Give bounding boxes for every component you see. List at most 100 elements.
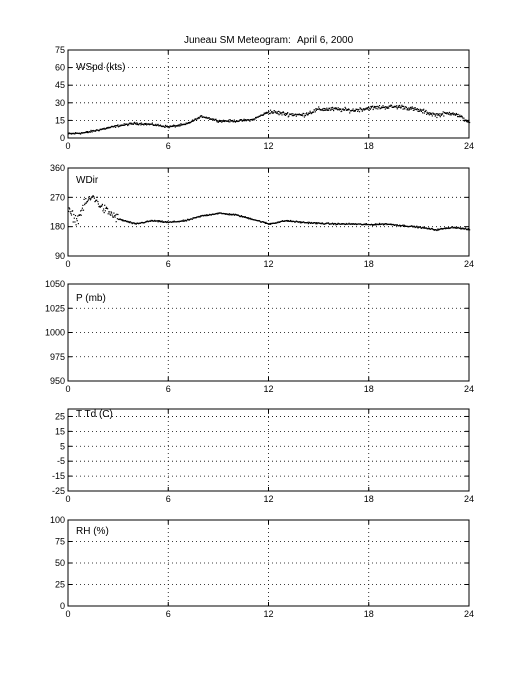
data-point bbox=[151, 122, 153, 124]
data-point bbox=[244, 119, 246, 121]
data-point bbox=[222, 120, 224, 122]
data-point bbox=[409, 108, 411, 110]
data-point bbox=[386, 106, 388, 108]
data-point bbox=[401, 105, 404, 107]
data-point bbox=[267, 111, 269, 113]
data-point bbox=[456, 114, 458, 116]
data-point bbox=[315, 109, 317, 111]
data-point bbox=[403, 107, 405, 109]
data-point bbox=[166, 125, 168, 127]
data-point bbox=[279, 111, 281, 113]
data-point bbox=[85, 198, 87, 200]
data-point bbox=[241, 215, 243, 217]
data-point bbox=[269, 223, 272, 225]
data-point bbox=[417, 110, 419, 112]
data-point bbox=[131, 123, 133, 125]
data-point bbox=[299, 221, 301, 223]
data-point bbox=[300, 114, 303, 116]
data-point bbox=[257, 116, 260, 118]
data-point bbox=[387, 107, 389, 109]
data-point bbox=[436, 229, 439, 231]
data-point bbox=[178, 124, 180, 126]
data-point bbox=[82, 209, 85, 211]
data-point bbox=[73, 133, 75, 135]
y-tick-label: 180 bbox=[50, 222, 65, 232]
data-point bbox=[365, 223, 367, 225]
x-tick-label: 6 bbox=[166, 259, 171, 269]
data-point bbox=[462, 119, 464, 121]
data-point bbox=[232, 119, 234, 122]
data-point bbox=[167, 126, 169, 128]
data-point bbox=[322, 108, 324, 110]
data-point bbox=[462, 227, 464, 229]
data-point bbox=[218, 119, 221, 121]
data-point bbox=[119, 125, 121, 127]
x-tick-label: 6 bbox=[166, 609, 171, 619]
data-point bbox=[378, 105, 381, 107]
data-point bbox=[83, 198, 85, 200]
data-point bbox=[269, 222, 271, 225]
data-point bbox=[215, 118, 217, 120]
data-point bbox=[228, 121, 230, 123]
data-point bbox=[403, 225, 405, 227]
y-tick-label: 30 bbox=[55, 98, 65, 108]
data-point bbox=[156, 220, 159, 222]
data-point bbox=[404, 225, 406, 227]
data-point bbox=[229, 121, 231, 123]
data-point bbox=[104, 210, 106, 212]
data-point bbox=[438, 113, 440, 115]
data-point bbox=[442, 111, 444, 113]
data-point bbox=[417, 108, 420, 111]
data-point bbox=[188, 219, 190, 221]
data-point bbox=[468, 119, 470, 121]
data-point bbox=[198, 215, 200, 218]
y-tick-label: 50 bbox=[55, 558, 65, 568]
data-point bbox=[393, 106, 395, 108]
data-point bbox=[116, 125, 118, 127]
data-point bbox=[358, 108, 360, 111]
data-point bbox=[116, 125, 118, 127]
data-point bbox=[303, 116, 305, 118]
data-point bbox=[466, 120, 468, 122]
data-point bbox=[295, 221, 297, 223]
data-point bbox=[205, 116, 207, 118]
data-point bbox=[348, 222, 350, 224]
data-point bbox=[280, 112, 282, 114]
data-point bbox=[80, 214, 82, 216]
data-point bbox=[408, 107, 410, 109]
data-point bbox=[395, 106, 397, 108]
data-point bbox=[96, 129, 98, 131]
data-point bbox=[374, 224, 376, 226]
data-point bbox=[389, 105, 391, 107]
data-point bbox=[90, 129, 92, 131]
data-point bbox=[448, 113, 450, 115]
data-point bbox=[406, 109, 408, 111]
data-point bbox=[217, 212, 219, 214]
data-point bbox=[151, 123, 153, 125]
data-point bbox=[453, 226, 455, 228]
data-point bbox=[434, 115, 436, 117]
data-point bbox=[143, 123, 145, 125]
data-point bbox=[216, 120, 218, 122]
chart-date: April 6, 2000 bbox=[297, 35, 354, 46]
data-point bbox=[217, 120, 219, 122]
data-point bbox=[402, 224, 404, 226]
data-point bbox=[310, 222, 312, 224]
data-point bbox=[114, 125, 116, 127]
data-point bbox=[403, 105, 405, 107]
data-point bbox=[356, 108, 358, 110]
data-point bbox=[419, 226, 421, 228]
data-point bbox=[408, 109, 410, 111]
data-point bbox=[448, 111, 451, 113]
data-point bbox=[423, 108, 425, 110]
data-point bbox=[348, 108, 350, 111]
data-point bbox=[459, 114, 461, 116]
data-point bbox=[299, 222, 301, 224]
data-point bbox=[330, 107, 332, 109]
data-point bbox=[438, 113, 440, 116]
data-point bbox=[123, 123, 125, 125]
data-point bbox=[373, 107, 375, 109]
data-point bbox=[449, 114, 451, 116]
data-point bbox=[326, 109, 328, 111]
data-point bbox=[361, 108, 363, 110]
